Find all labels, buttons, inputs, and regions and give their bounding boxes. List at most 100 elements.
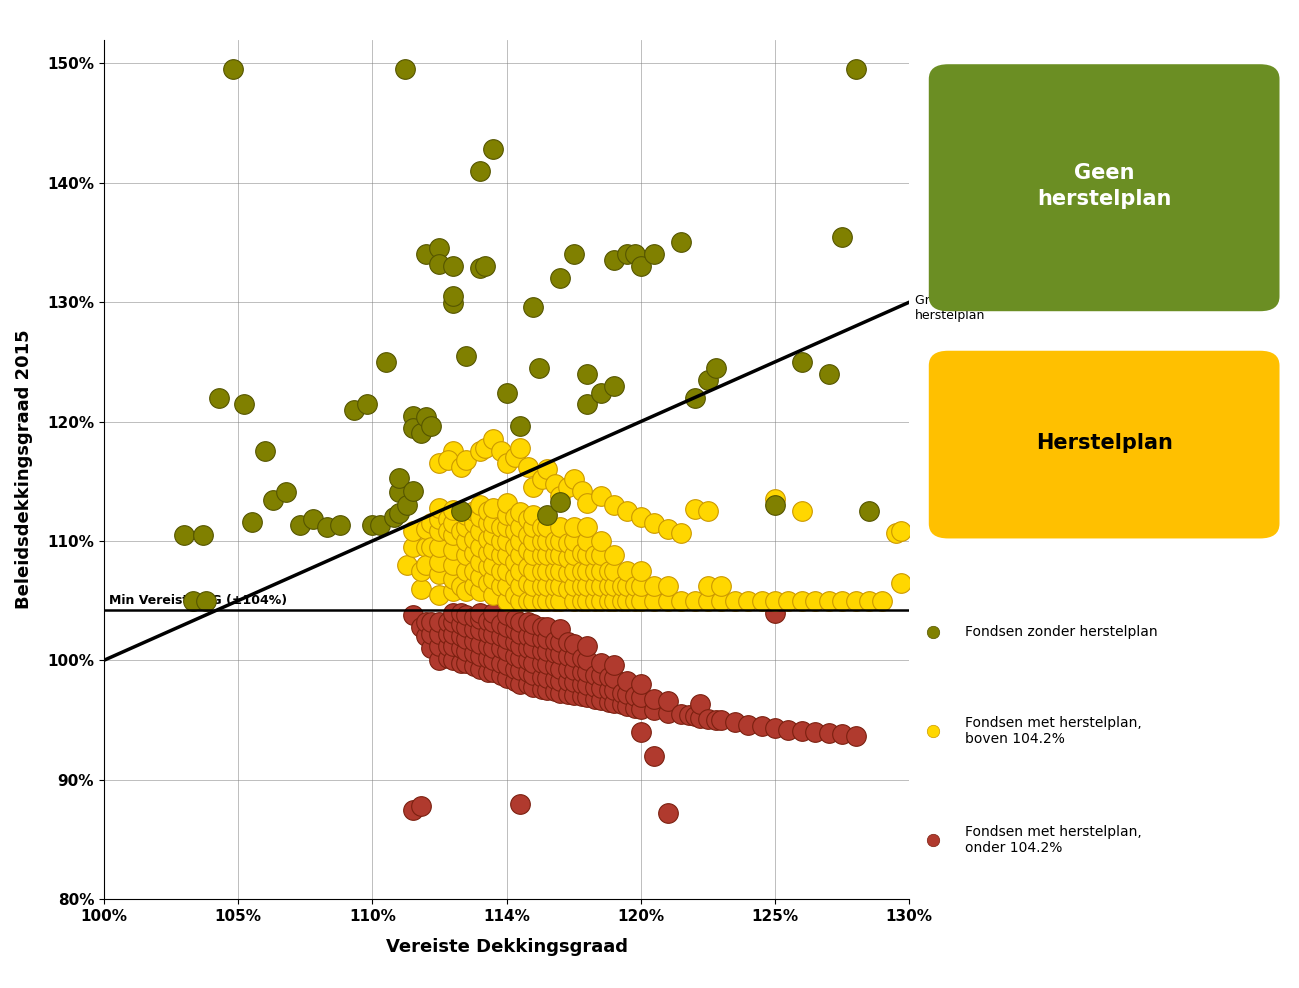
Point <box>429 587 449 603</box>
Point <box>509 795 530 811</box>
Point <box>590 667 611 683</box>
Point <box>416 557 436 573</box>
Point <box>559 673 579 689</box>
Point <box>504 648 525 664</box>
Point <box>617 503 638 519</box>
Point <box>403 801 423 817</box>
Point <box>509 419 530 435</box>
Point <box>443 542 464 558</box>
Point <box>564 578 585 594</box>
Point <box>362 518 383 534</box>
Point <box>523 563 544 579</box>
Point <box>469 635 490 651</box>
Point <box>429 524 449 539</box>
Point <box>451 655 472 671</box>
Point <box>670 234 691 250</box>
Point <box>483 527 504 542</box>
Point <box>698 578 718 594</box>
Point <box>590 385 611 401</box>
Point <box>559 479 579 495</box>
Point <box>464 578 485 594</box>
Point <box>397 497 418 513</box>
Point <box>469 611 490 626</box>
Point <box>496 533 517 548</box>
Point <box>577 578 598 594</box>
Point <box>572 545 592 561</box>
Point <box>765 491 786 507</box>
Point <box>549 661 570 677</box>
Point <box>625 578 646 594</box>
Point <box>523 299 544 315</box>
Point <box>509 533 530 548</box>
Point <box>478 650 499 666</box>
Point <box>818 366 839 381</box>
Point <box>617 246 638 262</box>
Point <box>725 714 746 730</box>
Point <box>725 593 746 609</box>
Point <box>831 593 852 609</box>
Point <box>657 521 678 536</box>
Point <box>478 613 499 628</box>
Point <box>765 497 786 513</box>
Point <box>456 618 477 635</box>
Point <box>590 593 611 609</box>
Point <box>536 593 557 609</box>
Point <box>262 492 283 508</box>
Point <box>456 631 477 647</box>
Point <box>483 615 504 630</box>
Point <box>483 141 504 157</box>
Point <box>805 593 826 609</box>
Point <box>549 519 570 535</box>
Point <box>496 657 517 673</box>
Point <box>536 507 557 523</box>
Point <box>531 655 552 671</box>
Point <box>496 547 517 563</box>
Point <box>509 547 530 563</box>
Point <box>496 563 517 579</box>
Point <box>403 607 423 622</box>
Point <box>429 638 449 654</box>
Point <box>196 593 217 609</box>
Point <box>504 569 525 585</box>
Point <box>670 706 691 722</box>
Point <box>577 519 598 535</box>
Point <box>604 593 625 609</box>
Point <box>443 605 464 620</box>
Point <box>544 593 565 609</box>
Point <box>518 575 539 591</box>
Point <box>518 664 539 680</box>
Point <box>531 669 552 685</box>
Point <box>343 402 364 418</box>
Point <box>504 673 525 689</box>
Point <box>443 295 464 311</box>
Point <box>544 658 565 674</box>
Point <box>429 566 449 582</box>
Point <box>630 701 651 717</box>
Point <box>483 515 504 531</box>
Point <box>491 533 512 548</box>
Point <box>478 664 499 680</box>
Point <box>192 527 213 542</box>
Point <box>657 578 678 594</box>
Point <box>451 628 472 644</box>
Point <box>585 679 605 695</box>
Point <box>572 664 592 680</box>
Point <box>464 503 485 519</box>
Point <box>410 426 431 442</box>
Point <box>644 593 665 609</box>
Point <box>564 662 585 678</box>
Point <box>612 685 633 700</box>
Point <box>483 664 504 680</box>
Point <box>469 583 490 599</box>
Point <box>657 593 678 609</box>
Point <box>222 61 243 77</box>
Point <box>599 593 620 609</box>
Point <box>630 578 651 594</box>
Point <box>518 593 539 609</box>
Point <box>443 615 464 630</box>
Point <box>617 673 638 689</box>
Point <box>443 502 464 518</box>
Point <box>523 547 544 563</box>
Point <box>410 618 431 635</box>
Point <box>544 684 565 700</box>
